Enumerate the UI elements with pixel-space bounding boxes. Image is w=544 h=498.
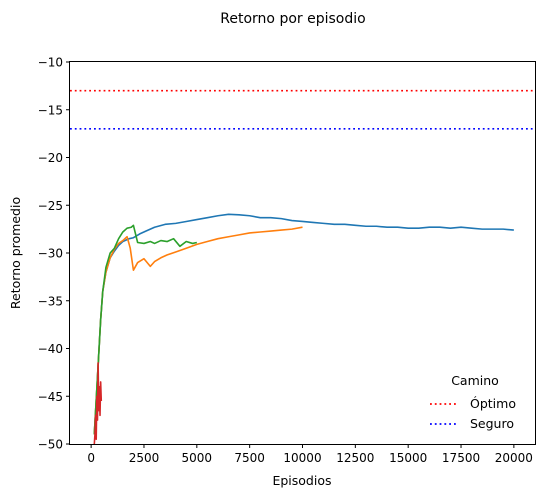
y-tick-label: −45 — [38, 390, 63, 404]
y-tick-label: −35 — [38, 294, 63, 308]
x-tick-label: 7500 — [234, 451, 265, 465]
x-tick-label: 12500 — [336, 451, 374, 465]
chart-title: Retorno por episodio — [220, 11, 365, 27]
series-line-3 — [93, 224, 197, 435]
x-tick-label: 10000 — [283, 451, 321, 465]
x-tick-label: 17500 — [442, 451, 480, 465]
y-tick-label: −15 — [38, 103, 63, 117]
y-tick-label: −50 — [38, 438, 63, 452]
plot-area — [70, 89, 535, 445]
x-tick-label: 20000 — [495, 451, 533, 465]
y-tick-label: −30 — [38, 247, 63, 261]
x-tick-label: 0 — [87, 451, 95, 465]
y-tick-label: −25 — [38, 199, 63, 213]
legend-title: Camino — [451, 373, 499, 388]
x-tick-label: 15000 — [389, 451, 427, 465]
x-axis: 0 2500 5000 7500 10000 12500 15000 17500 20000 — [87, 444, 533, 465]
x-axis-label: Episodios — [272, 473, 331, 488]
x-tick-label: 5000 — [182, 451, 213, 465]
y-tick-label: −40 — [38, 342, 63, 356]
x-tick-label: 2500 — [129, 451, 160, 465]
series-line-2 — [93, 226, 303, 435]
legend: Camino Óptimo Seguro — [430, 373, 516, 431]
legend-entry-optimo: Óptimo — [470, 396, 516, 411]
y-axis: −10 −15 −20 −25 −30 −35 −40 −45 −50 — [38, 56, 70, 452]
series-line-4 — [93, 362, 103, 445]
y-tick-label: −10 — [38, 56, 63, 70]
series-line-1 — [93, 213, 514, 435]
legend-entry-seguro: Seguro — [470, 416, 514, 431]
y-tick-label: −20 — [38, 151, 63, 165]
y-axis-label: Retorno promedio — [8, 197, 23, 309]
